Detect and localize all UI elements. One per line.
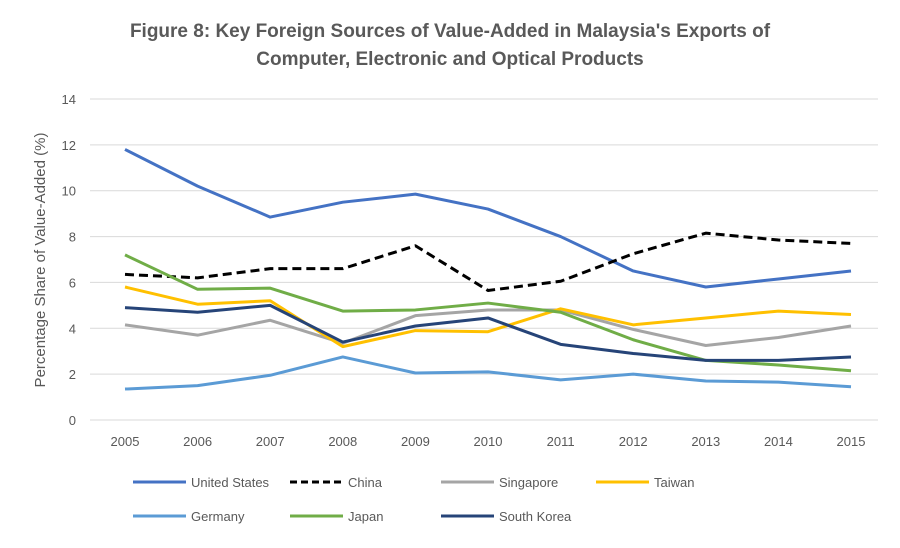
- x-tick-label: 2011: [547, 434, 575, 449]
- legend-label-singapore: Singapore: [499, 475, 558, 490]
- legend-label-united-states: United States: [191, 475, 270, 490]
- x-tick-label: 2015: [837, 434, 866, 449]
- series-line-japan: [124, 253, 852, 373]
- chart-title-line-1: Figure 8: Key Foreign Sources of Value-A…: [129, 21, 771, 42]
- x-tick-label: 2007: [256, 434, 285, 449]
- legend-label-taiwan: Taiwan: [654, 475, 694, 490]
- y-tick-label: 2: [69, 367, 76, 382]
- legend-label-germany: Germany: [191, 509, 245, 524]
- y-tick-label: 10: [62, 184, 76, 199]
- series-line-china: [124, 231, 852, 292]
- x-tick-label: 2009: [401, 434, 430, 449]
- series-line-taiwan: [124, 285, 852, 349]
- legend-label-south-korea: South Korea: [499, 509, 572, 524]
- legend-label-japan: Japan: [348, 509, 383, 524]
- x-tick-label: 2013: [691, 434, 720, 449]
- series-line-singapore: [124, 308, 852, 347]
- y-tick-label: 8: [69, 230, 76, 245]
- series-line-united-states: [124, 148, 852, 289]
- x-tick-label: 2014: [764, 434, 793, 449]
- y-tick-label: 0: [69, 413, 76, 428]
- y-tick-label: 12: [62, 138, 76, 153]
- y-tick-label: 6: [69, 275, 76, 290]
- x-tick-label: 2006: [183, 434, 212, 449]
- x-tick-label: 2012: [619, 434, 648, 449]
- legend-label-china: China: [348, 475, 383, 490]
- y-axis-label: Percentage Share of Value-Added (%): [32, 133, 49, 388]
- x-tick-label: 2010: [474, 434, 503, 449]
- y-tick-label: 14: [62, 92, 76, 107]
- chart-title: Figure 8: Key Foreign Sources of Value-A…: [0, 18, 900, 74]
- y-tick-label: 4: [69, 321, 76, 336]
- x-tick-label: 2005: [111, 434, 140, 449]
- series-line-south-korea: [124, 303, 852, 362]
- x-tick-label: 2008: [328, 434, 357, 449]
- chart-title-line-2: Computer, Electronic and Optical Product…: [256, 49, 644, 70]
- series-line-germany: [124, 355, 852, 391]
